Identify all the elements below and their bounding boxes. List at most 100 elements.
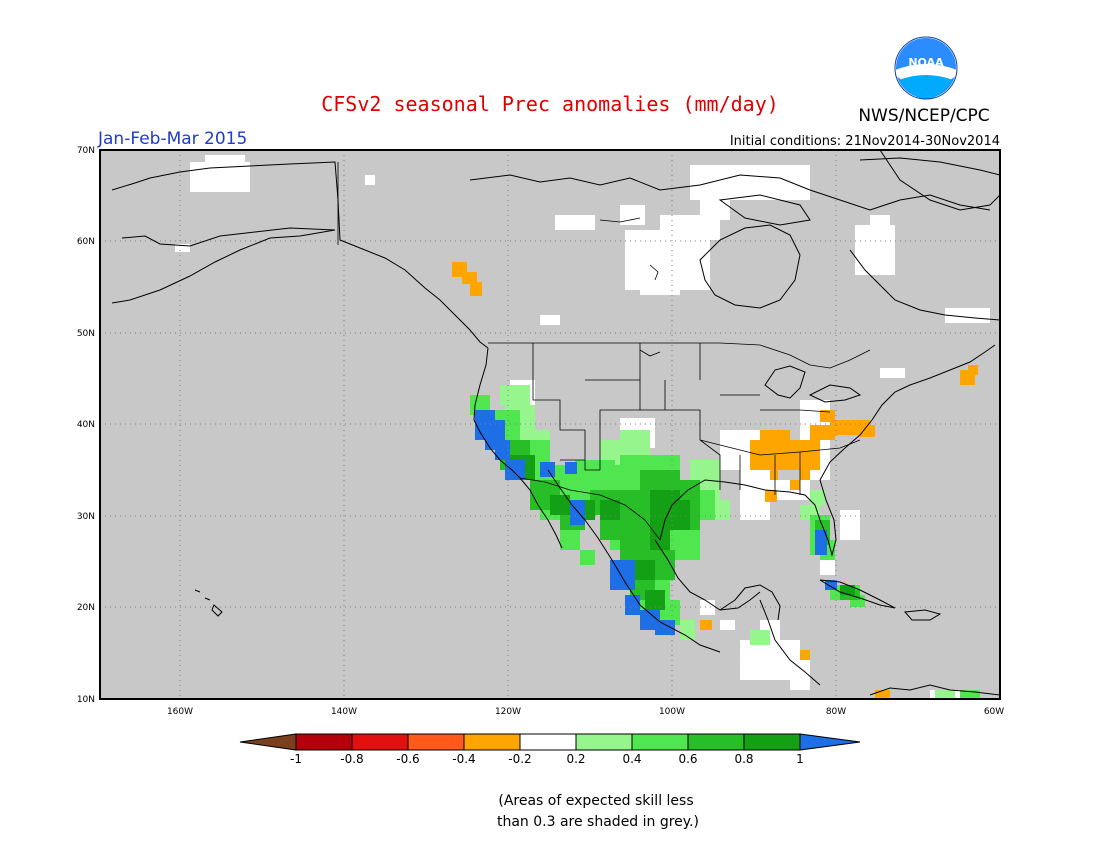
anomaly-cell-light-green <box>750 630 770 645</box>
anomaly-cell-white <box>540 315 560 325</box>
anomaly-cell-white <box>555 215 595 230</box>
anomaly-cell-white <box>840 510 860 540</box>
logo-text: NOAA <box>908 56 944 69</box>
footnote-line-2: than 0.3 are shaded in grey.) <box>497 814 699 830</box>
anomaly-cell-blue <box>505 460 525 480</box>
legend-label: 0.8 <box>734 752 753 766</box>
anomaly-cell-white <box>175 244 190 252</box>
anomaly-cell-orange <box>760 430 790 442</box>
initial-conditions-label: Initial conditions: 21Nov2014-30Nov2014 <box>730 134 1000 149</box>
anomaly-cell-green <box>960 690 980 699</box>
season-label: Jan-Feb-Mar 2015 <box>97 129 247 149</box>
anomaly-cell-white <box>205 155 245 165</box>
legend-swatch <box>463 733 521 751</box>
legend-arrow-right <box>799 733 861 751</box>
legend-swatch <box>575 733 633 751</box>
map-frame <box>99 149 1001 700</box>
anomaly-cell-dark-green <box>840 585 855 595</box>
legend-swatch <box>519 733 577 751</box>
lon-label: 60W <box>984 707 1004 717</box>
legend-label: 1 <box>796 752 804 766</box>
anomaly-cell-orange <box>790 480 800 490</box>
legend-swatch <box>631 733 689 751</box>
lat-label: 30N <box>77 512 95 522</box>
anomaly-cell-white <box>625 230 710 290</box>
lon-label: 140W <box>331 707 357 717</box>
anomaly-cell-orange <box>462 272 477 284</box>
anomaly-cell-orange <box>860 425 875 437</box>
anomaly-cell-blue <box>825 580 837 590</box>
political-boundaries <box>337 162 871 541</box>
anomaly-cell-white <box>820 560 835 575</box>
anomaly-cell-dark-green <box>550 495 570 515</box>
anomaly-cell-light-green <box>935 690 955 699</box>
anomaly-cell-white <box>365 175 375 185</box>
legend-swatch <box>407 733 465 751</box>
lat-lon-grid <box>100 150 1000 699</box>
anomaly-cell-blue <box>610 560 635 590</box>
lon-label: 160W <box>167 707 193 717</box>
anomaly-cell-orange <box>875 690 890 699</box>
lat-label: 60N <box>77 237 95 247</box>
anomaly-cell-orange <box>700 620 712 630</box>
anomaly-cell-light-green <box>810 490 825 505</box>
anomaly-cell-dark-green <box>670 500 690 530</box>
anomaly-cell-white <box>870 215 890 225</box>
longitude-labels: 160W 140W 120W 100W 80W 60W <box>167 707 1004 717</box>
anomaly-cell-mid-green <box>620 530 640 560</box>
anomaly-cell-green <box>560 530 580 550</box>
anomaly-cell-white <box>945 308 990 323</box>
anomaly-cell-orange <box>810 425 835 440</box>
anomaly-cell-blue <box>540 462 555 477</box>
anomaly-cell-dark-green <box>645 590 665 610</box>
anomaly-cell-orange <box>820 410 835 422</box>
anomaly-cell-light-green <box>680 620 695 640</box>
anomaly-cell-light-green <box>500 385 530 405</box>
anomaly-cell-dark-green <box>650 520 670 550</box>
anomaly-cell-blue <box>495 440 510 460</box>
noaa-logo: NOAA <box>894 36 958 100</box>
legend-swatch <box>351 733 409 751</box>
lat-label: 40N <box>77 420 95 430</box>
legend-arrow-left <box>239 733 297 751</box>
legend-label: -0.8 <box>340 752 363 766</box>
legend-label: -0.6 <box>396 752 419 766</box>
legend-label: 0.2 <box>566 752 585 766</box>
anomaly-cell-blue <box>655 620 675 635</box>
anomaly-cell-white <box>620 205 645 225</box>
legend-swatch <box>743 733 801 751</box>
anomaly-cell-white <box>855 225 895 275</box>
lon-label: 80W <box>826 707 846 717</box>
legend-labels: -1 -0.8 -0.6 -0.4 -0.2 0.2 0.4 0.6 0.8 1 <box>290 752 804 766</box>
legend-label: 0.6 <box>678 752 697 766</box>
anomaly-cell-dark-green <box>635 560 655 580</box>
anomaly-cell-mid-green <box>600 520 620 540</box>
lat-label: 70N <box>77 146 95 156</box>
legend-swatch <box>295 733 353 751</box>
anomaly-cell-orange <box>765 490 777 502</box>
lon-label: 100W <box>659 707 685 717</box>
footnote-line-1: (Areas of expected skill less <box>498 793 693 809</box>
lat-label: 20N <box>77 603 95 613</box>
inland-features <box>599 217 661 357</box>
anomaly-cell-green <box>580 550 595 565</box>
anomaly-cell-orange <box>770 470 778 480</box>
color-legend <box>239 733 861 751</box>
legend-label: -0.2 <box>508 752 531 766</box>
anomaly-cell-white <box>700 200 730 220</box>
anomaly-cell-orange <box>800 470 810 480</box>
legend-label: -0.4 <box>452 752 475 766</box>
anomaly-cell-blue <box>625 595 640 615</box>
map-title: CFSv2 seasonal Prec anomalies (mm/day) <box>321 92 779 116</box>
anomaly-cell-orange <box>800 650 810 660</box>
latitude-labels: 70N 60N 50N 40N 30N 20N 10N <box>77 146 95 705</box>
lat-label: 50N <box>77 329 95 339</box>
anomaly-cell-blue <box>570 500 585 525</box>
anomaly-cell-blue <box>815 530 827 555</box>
anomaly-cell-orange <box>968 365 978 375</box>
anomaly-shading <box>175 155 990 699</box>
lon-label: 120W <box>495 707 521 717</box>
coastlines <box>111 150 1000 696</box>
legend-label: -1 <box>290 752 302 766</box>
